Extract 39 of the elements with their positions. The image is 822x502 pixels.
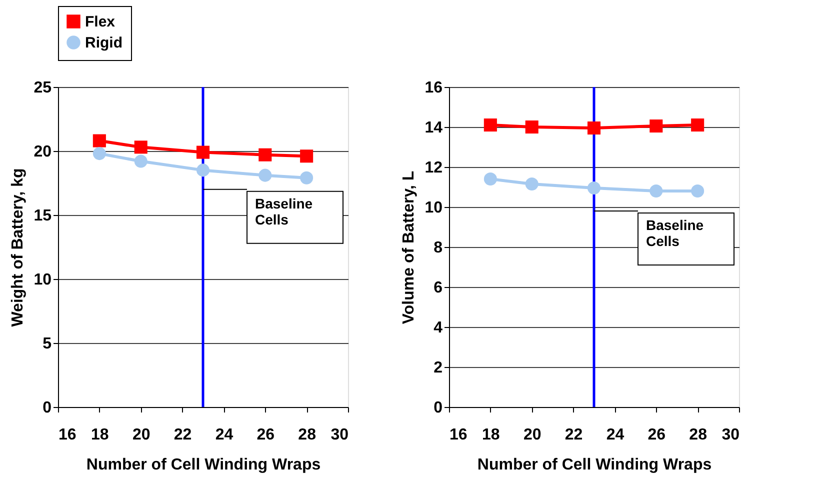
x-tick-label: 24: [215, 426, 234, 444]
y-axis-title: Weight of Battery, kg: [10, 168, 27, 327]
y-tick-label: 5: [42, 336, 52, 352]
y-tick-label: 0: [42, 400, 52, 416]
y-tick-label: 4: [434, 320, 443, 336]
x-tick-label: 28: [298, 426, 316, 444]
y-tick-label: 10: [34, 272, 52, 288]
x-tick-label: 30: [330, 426, 349, 444]
annotation: Baseline Cells: [646, 217, 704, 249]
x-tick-label: 26: [256, 426, 275, 444]
x-tick-label: 16: [58, 426, 76, 444]
y-tick-label: 6: [434, 280, 443, 296]
x-tick-label: 26: [648, 426, 666, 444]
y-tick-label: 10: [424, 200, 443, 216]
x-tick-label: 18: [91, 426, 109, 444]
y-tick-label: 2: [434, 360, 443, 376]
legend-label: Rigid: [85, 34, 122, 52]
y-axis-title: Volume of Battery, L: [400, 170, 418, 324]
y-tick-label: 12: [424, 160, 443, 176]
x-tick-label: 30: [722, 426, 740, 444]
x-tick-label: 28: [689, 426, 708, 444]
y-tick-label: 16: [424, 80, 443, 96]
y-tick-label: 20: [34, 144, 52, 160]
y-tick-label: 14: [424, 120, 443, 136]
annotation: Baseline Cells: [255, 195, 313, 228]
x-axis-title: Number of Cell Winding Wraps: [86, 456, 321, 474]
x-tick-label: 22: [174, 426, 192, 444]
y-tick-label: 15: [34, 208, 52, 224]
legend-label: Flex: [85, 14, 116, 30]
x-tick-label: 20: [132, 426, 150, 444]
y-tick-label: 8: [434, 240, 443, 256]
x-tick-label: 24: [606, 426, 624, 444]
y-tick-label: 0: [434, 400, 443, 416]
x-tick-label: 20: [523, 426, 542, 444]
x-tick-label: 22: [564, 426, 583, 444]
x-tick-label: 18: [482, 426, 500, 444]
x-tick-label: 16: [450, 426, 468, 444]
x-axis-title: Number of Cell Winding Wraps: [477, 456, 712, 474]
y-tick-label: 25: [34, 80, 52, 96]
